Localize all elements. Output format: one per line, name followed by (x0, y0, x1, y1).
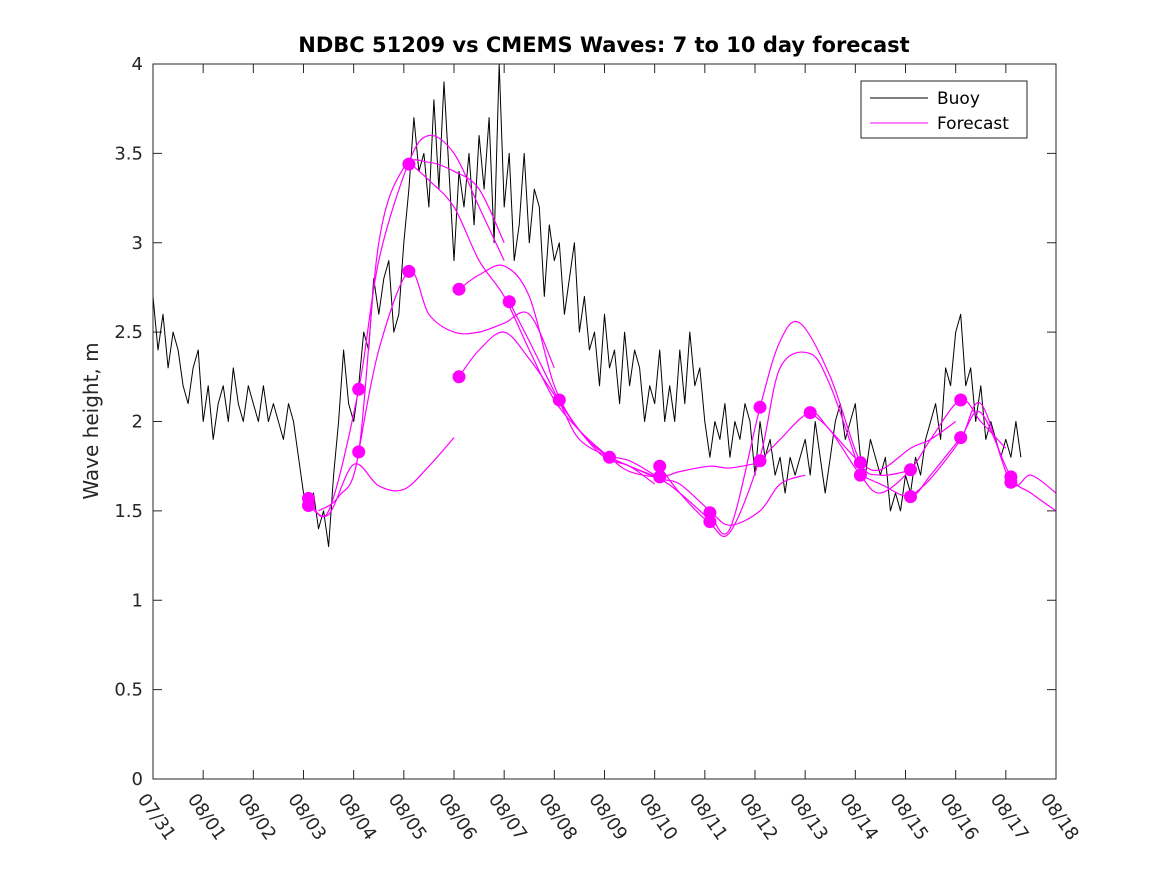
forecast-marker (904, 463, 917, 477)
forecast-marker (402, 264, 416, 278)
y-tick-label: 1.5 (114, 501, 143, 522)
forecast-marker (904, 490, 917, 504)
forecast-marker (402, 157, 416, 171)
y-tick-label: 3 (132, 233, 143, 254)
forecast-marker (954, 393, 968, 407)
forecast-line (910, 401, 1057, 498)
axes-box (152, 63, 1057, 780)
forecast-marker (502, 295, 516, 309)
forecast-marker (1004, 475, 1018, 489)
forecast-marker (853, 456, 867, 470)
y-tick-label: 0.5 (114, 680, 143, 701)
forecast-marker (603, 450, 616, 464)
forecast-marker (653, 470, 667, 484)
buoy-line (152, 63, 1022, 548)
forecast-marker (803, 406, 817, 420)
forecast-markers (302, 157, 1018, 529)
legend-forecast-label: Forecast (937, 114, 1009, 134)
y-tick-label: 4 (132, 54, 143, 75)
plot-area (153, 64, 1056, 779)
forecast-marker (452, 282, 466, 296)
y-axis-label: Wave height, m (79, 342, 103, 499)
forecast-marker (352, 382, 366, 396)
legend-box (860, 80, 1028, 139)
forecast-marker (703, 506, 717, 520)
forecast-marker (954, 431, 968, 445)
forecast-line (308, 437, 455, 517)
forecast-marker (302, 499, 315, 512)
forecast-marker (352, 445, 366, 459)
forecast-marker (653, 459, 667, 473)
forecast-marker (552, 393, 566, 407)
forecast-marker (753, 454, 767, 468)
chart-title: NDBC 51209 vs CMEMS Waves: 7 to 10 day f… (298, 33, 909, 57)
buoy-series (152, 63, 1022, 548)
y-tick-label: 2.5 (114, 322, 143, 343)
forecast-marker (703, 515, 717, 529)
forecast-line (318, 159, 505, 512)
y-tick-label: 0 (132, 769, 143, 790)
forecast-marker (753, 400, 767, 414)
forecast-line (709, 320, 906, 535)
y-tick-label: 2 (132, 412, 143, 433)
y-tick-label: 3.5 (114, 143, 143, 164)
legend-buoy-label: Buoy (937, 89, 980, 109)
forecast-line (358, 270, 555, 453)
forecast-marker (853, 468, 867, 482)
legend: Buoy Forecast (860, 80, 1028, 139)
forecast-line (458, 264, 655, 476)
y-tick-label: 1 (132, 590, 143, 611)
forecast-line (408, 161, 605, 455)
y-tick-labels: 0 0.5 1 1.5 2 2.5 3 3.5 4 (114, 54, 143, 790)
forecast-marker (452, 370, 466, 384)
